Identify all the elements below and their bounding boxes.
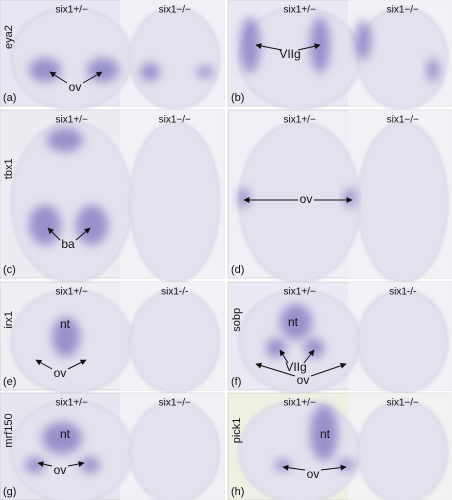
arrow <box>47 227 61 241</box>
panel-letter: (f) <box>231 376 241 388</box>
genotype-label: six1+/− <box>284 5 316 16</box>
annotation: ov <box>300 192 313 206</box>
genotype-label: six1+/− <box>56 115 88 126</box>
panel-letter: (e) <box>3 376 16 388</box>
genotype-label: six1−/− <box>159 5 191 16</box>
annotation: nt <box>60 427 71 441</box>
panel-letter: (d) <box>231 264 244 276</box>
embryo-section <box>357 6 449 110</box>
stain <box>280 304 312 340</box>
annotation: ov <box>54 366 67 380</box>
arrow <box>282 464 306 471</box>
stain <box>42 422 82 454</box>
genotype-label: six1−/− <box>387 115 419 126</box>
annotation: nt <box>60 317 71 331</box>
arrow <box>67 461 85 467</box>
stain <box>338 459 354 471</box>
panel: six1+/− six1−/− (b) VIIg <box>227 0 452 110</box>
panel-letter: (c) <box>3 264 16 276</box>
embryo-section <box>357 289 449 394</box>
arrow <box>49 71 68 84</box>
stain <box>76 205 108 245</box>
genotype-label: six1-/- <box>389 287 416 298</box>
stain <box>275 459 291 471</box>
stain <box>29 205 61 245</box>
annotation: nt <box>288 315 299 329</box>
annotation: ov <box>307 467 320 481</box>
arrow <box>37 461 53 468</box>
embryo-section <box>357 400 449 500</box>
stain <box>47 128 83 152</box>
gene-label: mrf150 <box>3 413 15 447</box>
genotype-label: six1−/− <box>387 398 419 409</box>
annotation: VIIg <box>279 47 300 61</box>
annotation: ov <box>297 373 310 387</box>
annotation: VIIg <box>285 360 306 374</box>
arrow <box>255 43 283 51</box>
panel: six1+/− six1−/− eya2 (a) ov <box>0 0 225 110</box>
embryo-section <box>238 400 361 500</box>
stain <box>304 338 324 358</box>
gene-label: pick1 <box>231 418 243 444</box>
arrow <box>297 43 321 51</box>
stain <box>310 405 338 461</box>
stain <box>238 188 250 208</box>
genotype-label: six1-/- <box>161 287 188 298</box>
embryo-section <box>357 121 449 284</box>
annotation: ov <box>69 80 82 94</box>
panel-letter: (h) <box>231 486 244 498</box>
panel: six1+/− six1-/- irx1 (e) nt ov <box>0 281 225 394</box>
stain <box>25 457 45 473</box>
stain <box>140 63 160 81</box>
genotype-label: six1+/− <box>56 287 88 298</box>
panel: six1+/− six1−/− (d) ov <box>227 109 452 284</box>
stain <box>355 20 371 60</box>
genotype-label: six1+/− <box>284 115 316 126</box>
arrow <box>303 349 315 364</box>
arrow <box>279 349 289 364</box>
stain <box>80 457 100 473</box>
panel-letter: (g) <box>3 486 16 498</box>
genotype-label: six1−/− <box>387 5 419 16</box>
genotype-label: six1+/− <box>56 5 88 16</box>
genotype-label: six1−/− <box>159 398 191 409</box>
gene-label: tbx1 <box>3 158 15 179</box>
embryo-section <box>129 6 221 110</box>
genotype-label: six1−/− <box>159 115 191 126</box>
arrow <box>82 71 103 84</box>
stain <box>29 58 61 82</box>
embryo-section <box>129 121 221 284</box>
arrow <box>320 464 347 471</box>
panel: six1+/− six1−/− tbx1 (c) ba <box>0 109 225 284</box>
arrow <box>310 362 347 377</box>
gene-label: sobp <box>231 308 243 332</box>
stain <box>427 58 439 82</box>
embryo-section <box>129 289 221 394</box>
genotype-label: six1+/− <box>284 398 316 409</box>
annotation: ba <box>61 237 75 251</box>
gene-label: eya2 <box>3 25 15 49</box>
gene-label: irx1 <box>3 311 15 329</box>
annotation: nt <box>320 427 331 441</box>
stain <box>197 66 213 78</box>
arrow <box>35 359 53 370</box>
panel-letter: (b) <box>231 92 244 104</box>
panel: six1+/− six1−/− mrf150 (g) nt ov <box>0 392 225 500</box>
arrow <box>255 362 296 377</box>
stain <box>52 317 80 357</box>
stain <box>240 17 260 73</box>
arrow <box>67 359 87 370</box>
genotype-label: six1+/− <box>56 398 88 409</box>
embryo-section <box>129 400 221 500</box>
annotation: ov <box>54 463 67 477</box>
panel-letter: (a) <box>3 92 16 104</box>
stain <box>344 188 356 208</box>
panel: six1+/− six1−/− pick1 (h) nt ov <box>227 392 452 500</box>
arrow <box>75 227 91 241</box>
genotype-label: six1+/− <box>284 287 316 298</box>
